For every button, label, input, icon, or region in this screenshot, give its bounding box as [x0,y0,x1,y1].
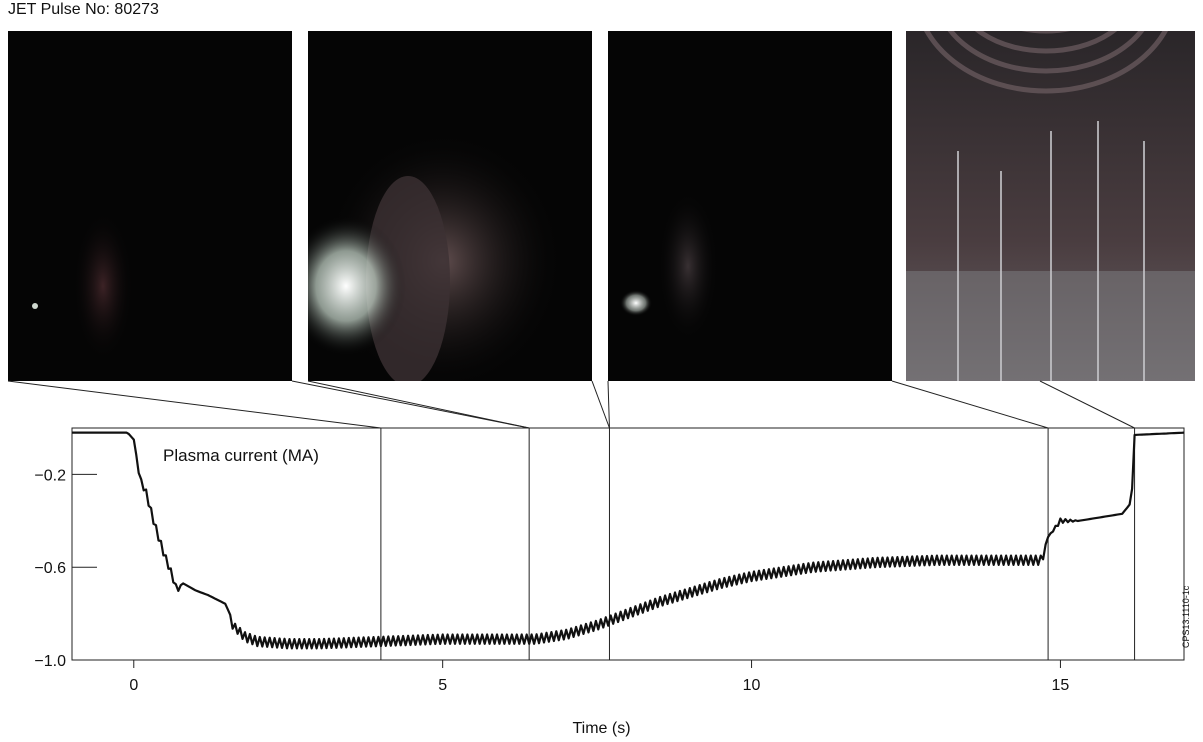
x-tick-label-3: 15 [1052,677,1070,694]
camera-frame-1-image [32,211,133,361]
camera-frame-4-image [906,31,1195,381]
connector-frame-1-left [7,380,381,429]
x-tick-label-0: 0 [129,677,138,694]
connector-frame-1-right [291,380,530,429]
x-tick-label-1: 5 [438,677,447,694]
connector-frame-2-left [307,380,530,429]
camera-frame-3-image [620,191,718,341]
connector-frame-4 [1039,380,1135,429]
y-tick-label-0: −0.2 [34,467,66,484]
camera-frame-2 [308,31,592,381]
camera-frame-3 [608,31,892,381]
camera-frame-1 [8,31,292,381]
y-tick-label-1: −0.6 [34,560,66,577]
plasma-current-line [72,431,1185,650]
x-axis-label: Time (s) [572,720,631,737]
y-tick-label-2: −1.0 [34,653,66,670]
series-annotation: Plasma current (MA) [163,446,319,465]
plot-frame [71,427,1185,661]
connector-frame-2-right [591,380,610,429]
camera-frame-4 [906,31,1195,381]
x-tick-label-2: 10 [743,677,761,694]
camera-frame-2-image [308,131,563,381]
connector-frame-3-right [891,380,1049,429]
figure-code: CPS13.1110-1c [1181,585,1191,648]
figure-title: JET Pulse No: 80273 [8,1,159,18]
connector-frame-3-left [607,380,610,429]
